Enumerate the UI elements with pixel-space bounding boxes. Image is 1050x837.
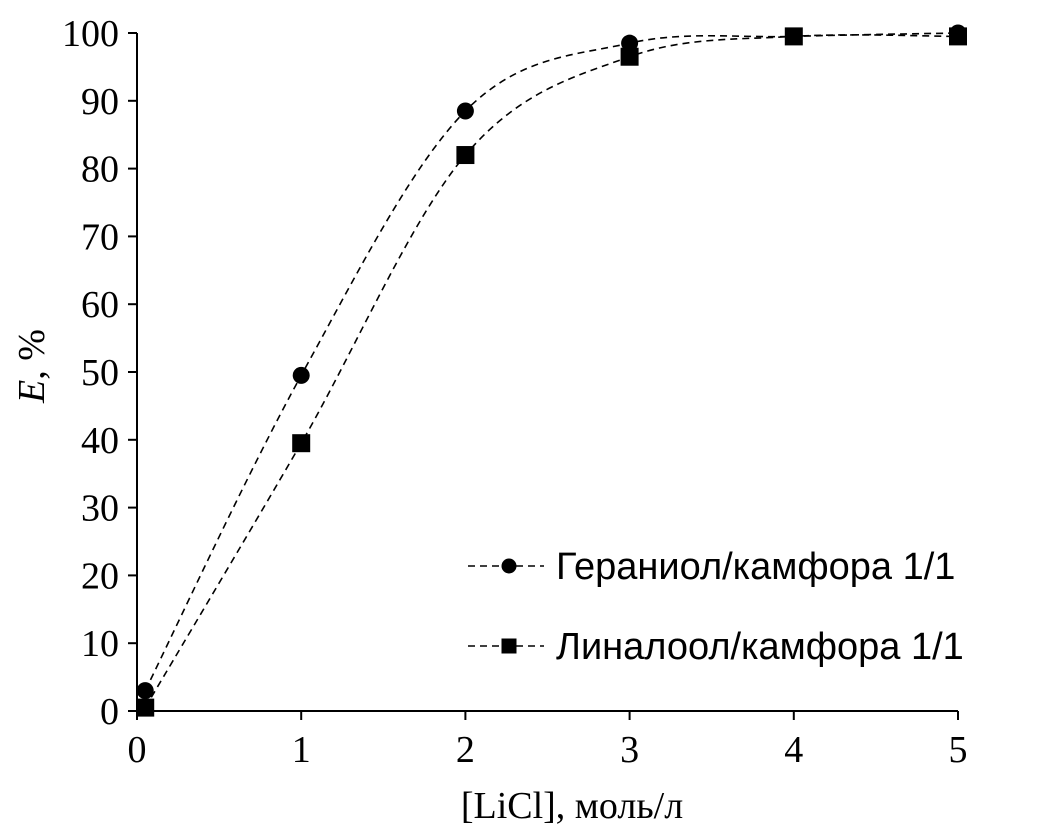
series-2 [136,27,967,717]
x-tick-label: 1 [292,729,311,771]
y-tick-label: 100 [62,13,119,55]
series-1 [136,24,967,700]
legend-marker-circle [501,558,517,574]
y-tick-label: 40 [81,420,119,462]
data-point-square [456,146,475,165]
data-point-circle [456,102,474,120]
y-tick-label: 80 [81,149,119,191]
data-point-circle [621,34,639,52]
y-tick-label: 50 [81,352,119,394]
y-tick-label: 60 [81,284,119,326]
y-axis-title-unit: , % [11,329,53,380]
y-tick-label: 30 [81,488,119,530]
data-point-square [620,47,639,66]
y-axis-title-symbol: E [11,380,53,404]
series-layer [136,24,967,717]
x-tick-label: 0 [128,729,147,771]
data-point-circle [292,366,310,384]
y-tick-label: 20 [81,555,119,597]
axes [136,33,958,712]
x-tick-label: 5 [949,729,968,771]
data-point-circle [136,682,154,700]
data-point-square [949,27,967,46]
y-tick-label: 90 [81,81,119,123]
x-tick-label: 3 [620,729,639,771]
x-tick-label: 2 [456,729,475,771]
legend: Гераниол/камфора 1/1 Линалоол/камфора 1/1 [468,546,964,668]
data-point-square [136,698,155,717]
y-tick-label: 0 [100,691,119,733]
series-line [144,34,959,709]
legend-label: Линалоол/камфора 1/1 [556,626,964,668]
data-point-square [784,27,803,46]
y-axis-title: E, % [11,329,53,404]
y-tick-label: 10 [81,623,119,665]
legend-marker-square [501,638,517,654]
legend-item: Линалоол/камфора 1/1 [468,626,964,668]
series-line [144,32,959,692]
legend-item: Гераниол/камфора 1/1 [468,546,955,588]
legend-label: Гераниол/камфора 1/1 [556,546,955,588]
data-point-square [292,434,311,453]
x-tick-label: 4 [784,729,803,771]
y-tick-label: 70 [81,216,119,258]
x-axis-title: [LiCl], моль/л [461,785,683,827]
